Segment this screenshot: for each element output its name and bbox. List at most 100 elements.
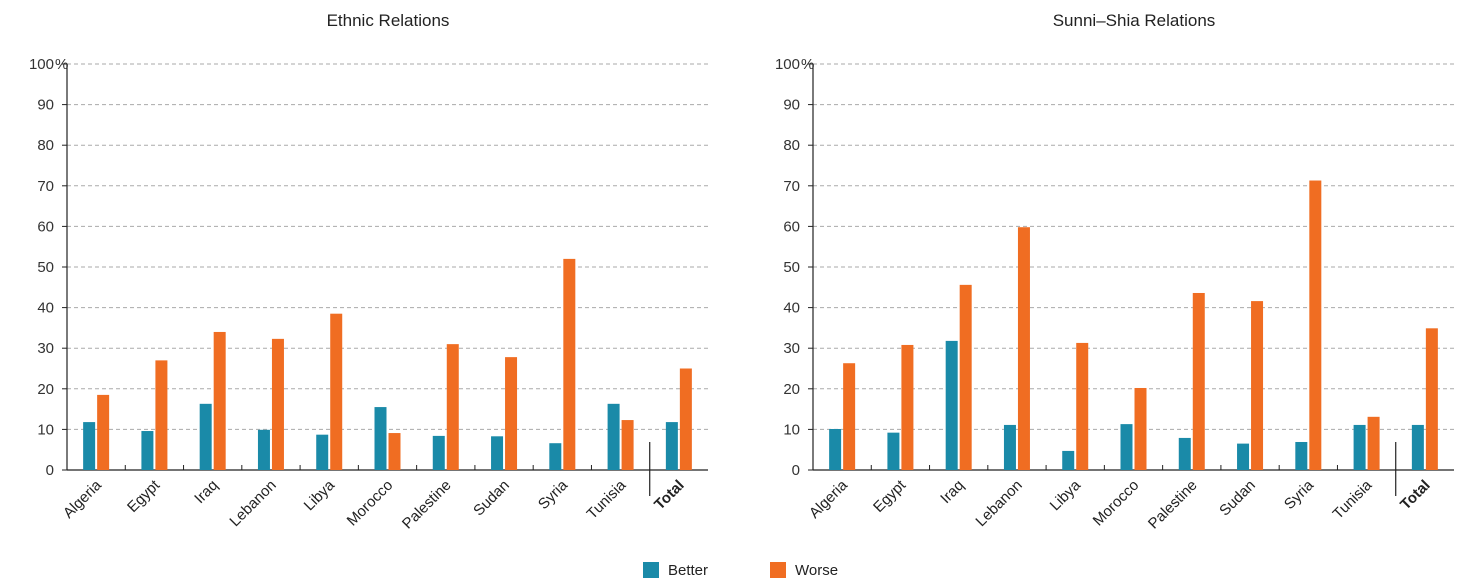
bar-better-lebanon [257,429,270,470]
x-tick-label: Egypt [124,476,164,516]
bar-better-libya [1062,450,1075,470]
bar-better-morocco [1120,424,1133,470]
legend-item-worse: Worse [770,560,838,580]
y-tick-label: 20 [37,381,54,398]
x-tick-label: Algeria [60,476,106,522]
bar-better-egypt [141,431,154,470]
legend-label-worse: Worse [795,561,839,579]
chart-1: Ethnic Relations 0 10 20 30 40 50 60 70 80 90 100 % A… [29,11,708,532]
bar-better-iraq [199,403,212,470]
y-tick-label: 40 [37,300,54,317]
x-tick-label: Tunisia [584,476,630,522]
chart-title: Sunni–Shia Relations [1053,11,1216,30]
bar-better-algeria [83,422,96,470]
bar-better-algeria [829,428,842,470]
x-tick-label: Libya [301,476,339,514]
x-tick-label: Palestine [399,477,455,533]
bar-better-syria [549,443,562,470]
bar-worse-total [1425,328,1438,470]
y-tick-label: 100 [29,56,54,73]
bar-worse-lebanon [271,338,284,470]
bar-worse-syria [1309,180,1322,470]
y-tick-label: 30 [37,340,54,357]
x-tick-label: Syria [535,476,572,513]
legend-swatch-better [643,562,659,578]
y-tick-label: 100 [775,56,800,73]
x-tick-label: Iraq [937,477,967,507]
x-tick-label: Total [1397,477,1434,514]
bar-worse-iraq [959,284,972,470]
y-tick-label: 20 [783,381,800,398]
x-tick-label: Morocco [1090,477,1143,530]
bar-worse-tunisia [621,420,634,470]
bar-better-tunisia [607,403,620,470]
chart-2: Sunni–Shia Relations 0 10 20 30 40 50 60 70 80 90 1… [775,11,1454,532]
x-tick-label: Lebanon [972,477,1025,530]
bar-worse-sudan [505,357,518,470]
y-unit-label: % [801,56,814,73]
bar-better-total [1411,424,1424,470]
legend-item-better: Better [643,560,708,580]
bar-better-libya [316,434,329,470]
legend-label-better: Better [668,561,709,579]
y-tick-label: 40 [783,300,800,317]
x-tick-label: Iraq [191,477,221,507]
y-tick-label: 50 [783,259,800,276]
bar-worse-morocco [388,433,401,470]
bar-worse-palestine [446,344,459,470]
x-tick-label: Libya [1047,476,1085,514]
bar-worse-egypt [155,360,168,470]
bar-worse-syria [563,258,576,470]
x-tick-label: Egypt [870,476,910,516]
bar-worse-tunisia [1367,416,1380,470]
x-tick-label: Algeria [806,476,852,522]
chart-title: Ethnic Relations [327,11,450,30]
x-tick-label: Tunisia [1330,476,1376,522]
bar-worse-egypt [901,344,914,470]
bar-better-morocco [374,407,387,470]
bar-worse-algeria [97,394,110,470]
y-tick-label: 10 [783,421,800,438]
legend: Better Worse [0,560,1465,582]
legend-swatch-worse [770,562,786,578]
x-tick-label: Lebanon [226,477,279,530]
bar-better-sudan [491,436,504,470]
y-tick-label: 0 [792,462,800,479]
bar-better-iraq [945,340,958,470]
y-tick-label: 50 [37,259,54,276]
x-tick-label: Palestine [1145,477,1201,533]
bar-better-palestine [432,435,445,470]
y-tick-label: 30 [783,340,800,357]
y-tick-label: 90 [37,97,54,114]
bar-worse-lebanon [1017,227,1030,470]
y-tick-label: 70 [37,178,54,195]
bar-worse-sudan [1251,301,1264,470]
bar-better-syria [1295,441,1308,470]
bar-better-lebanon [1003,424,1016,470]
bar-worse-algeria [843,363,856,470]
y-tick-label: 0 [46,462,54,479]
x-tick-label: Sudan [1216,477,1259,520]
bar-worse-total [679,368,692,470]
bar-worse-libya [330,313,343,470]
y-tick-label: 90 [783,97,800,114]
y-tick-label: 60 [37,218,54,235]
x-tick-label: Syria [1281,476,1318,513]
bar-worse-palestine [1192,292,1205,470]
bar-worse-morocco [1134,387,1147,470]
x-tick-label: Morocco [344,477,397,530]
bar-worse-libya [1076,342,1089,470]
y-tick-label: 70 [783,178,800,195]
bar-better-palestine [1178,437,1191,470]
y-tick-label: 60 [783,218,800,235]
bar-better-egypt [887,432,900,470]
y-tick-label: 10 [37,421,54,438]
bar-better-total [665,422,678,470]
x-tick-label: Total [651,477,688,514]
y-unit-label: % [55,56,68,73]
y-tick-label: 80 [783,137,800,154]
x-tick-label: Sudan [470,477,513,520]
bar-better-tunisia [1353,424,1366,470]
y-tick-label: 80 [37,137,54,154]
